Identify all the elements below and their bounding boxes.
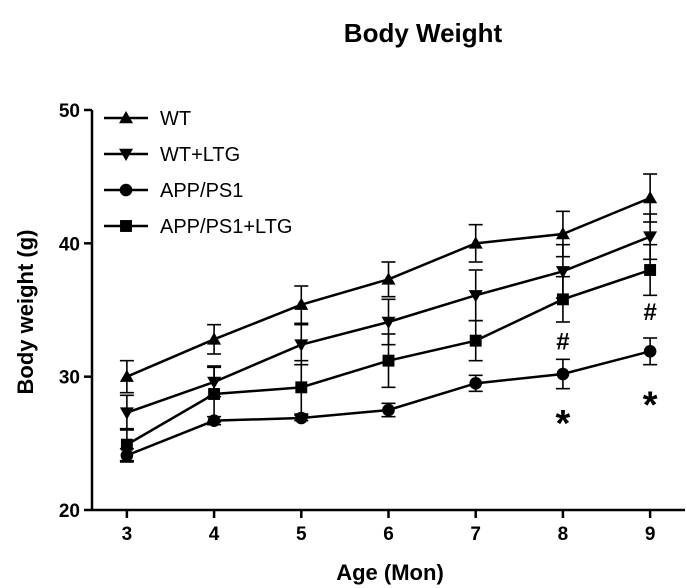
significance-hash: # [556,328,569,355]
chart-title: Body Weight [344,18,503,48]
y-axis-title: Body weight (g) [13,230,38,395]
data-point-wt [381,272,396,285]
data-point-wt-ltg [294,339,309,352]
x-tick-label: 3 [122,524,133,545]
legend-label: WT+LTG [160,144,240,166]
data-point-wt [468,236,483,249]
x-tick-label: 7 [470,524,481,545]
x-tick-label: 9 [645,524,656,545]
legend-label: WT [160,108,191,130]
data-point-app-ps1-ltg [644,264,657,276]
x-axis-title: Age (Mon) [336,560,444,585]
legend: WT WT+LTG APP/PS1 APP/PS1+LTG [104,108,292,238]
data-point-app-ps1-ltg [382,354,395,367]
data-point-wt [119,369,134,382]
x-tick-label: 8 [558,524,569,545]
legend-label: APP/PS1 [160,180,243,202]
legend-marker [119,111,133,124]
x-tick-label: 5 [296,524,307,545]
significance-hash: # [643,299,656,326]
data-point-app-ps1 [382,403,395,417]
legend-label: APP/PS1+LTG [160,216,292,238]
data-point-app-ps1-ltg [556,293,569,306]
data-point-app-ps1-ltg [208,388,221,400]
data-point-wt-ltg [643,231,658,244]
y-tick-label: 30 [59,368,80,389]
significance-star: * [643,384,658,426]
plot-area: 20 30 40 50 3 4 5 6 7 8 9 # # * * [59,101,685,545]
y-tick-label: 50 [59,101,80,122]
data-point-wt-ltg [468,290,483,303]
data-point-app-ps1 [643,345,657,358]
data-point-wt [207,332,222,345]
data-point-wt-ltg [555,266,570,279]
data-point-app-ps1-ltg [469,334,482,347]
data-point-wt [643,191,658,204]
data-point-app-ps1 [469,377,483,390]
data-point-wt [555,227,570,240]
data-point-app-ps1 [556,367,570,381]
legend-marker [119,183,133,197]
data-point-app-ps1-ltg [295,381,308,394]
y-tick-label: 20 [59,501,80,522]
significance-star: * [556,403,571,445]
data-point-wt-ltg [119,407,134,420]
y-tick-label: 40 [59,234,80,255]
x-tick-label: 6 [383,524,394,545]
data-point-app-ps1 [294,411,308,425]
data-point-wt-ltg [381,316,396,329]
data-point-wt [294,297,309,310]
x-tick-label: 4 [209,524,220,545]
legend-marker [119,148,133,161]
data-point-app-ps1-ltg [120,438,133,451]
legend-marker [120,220,132,232]
